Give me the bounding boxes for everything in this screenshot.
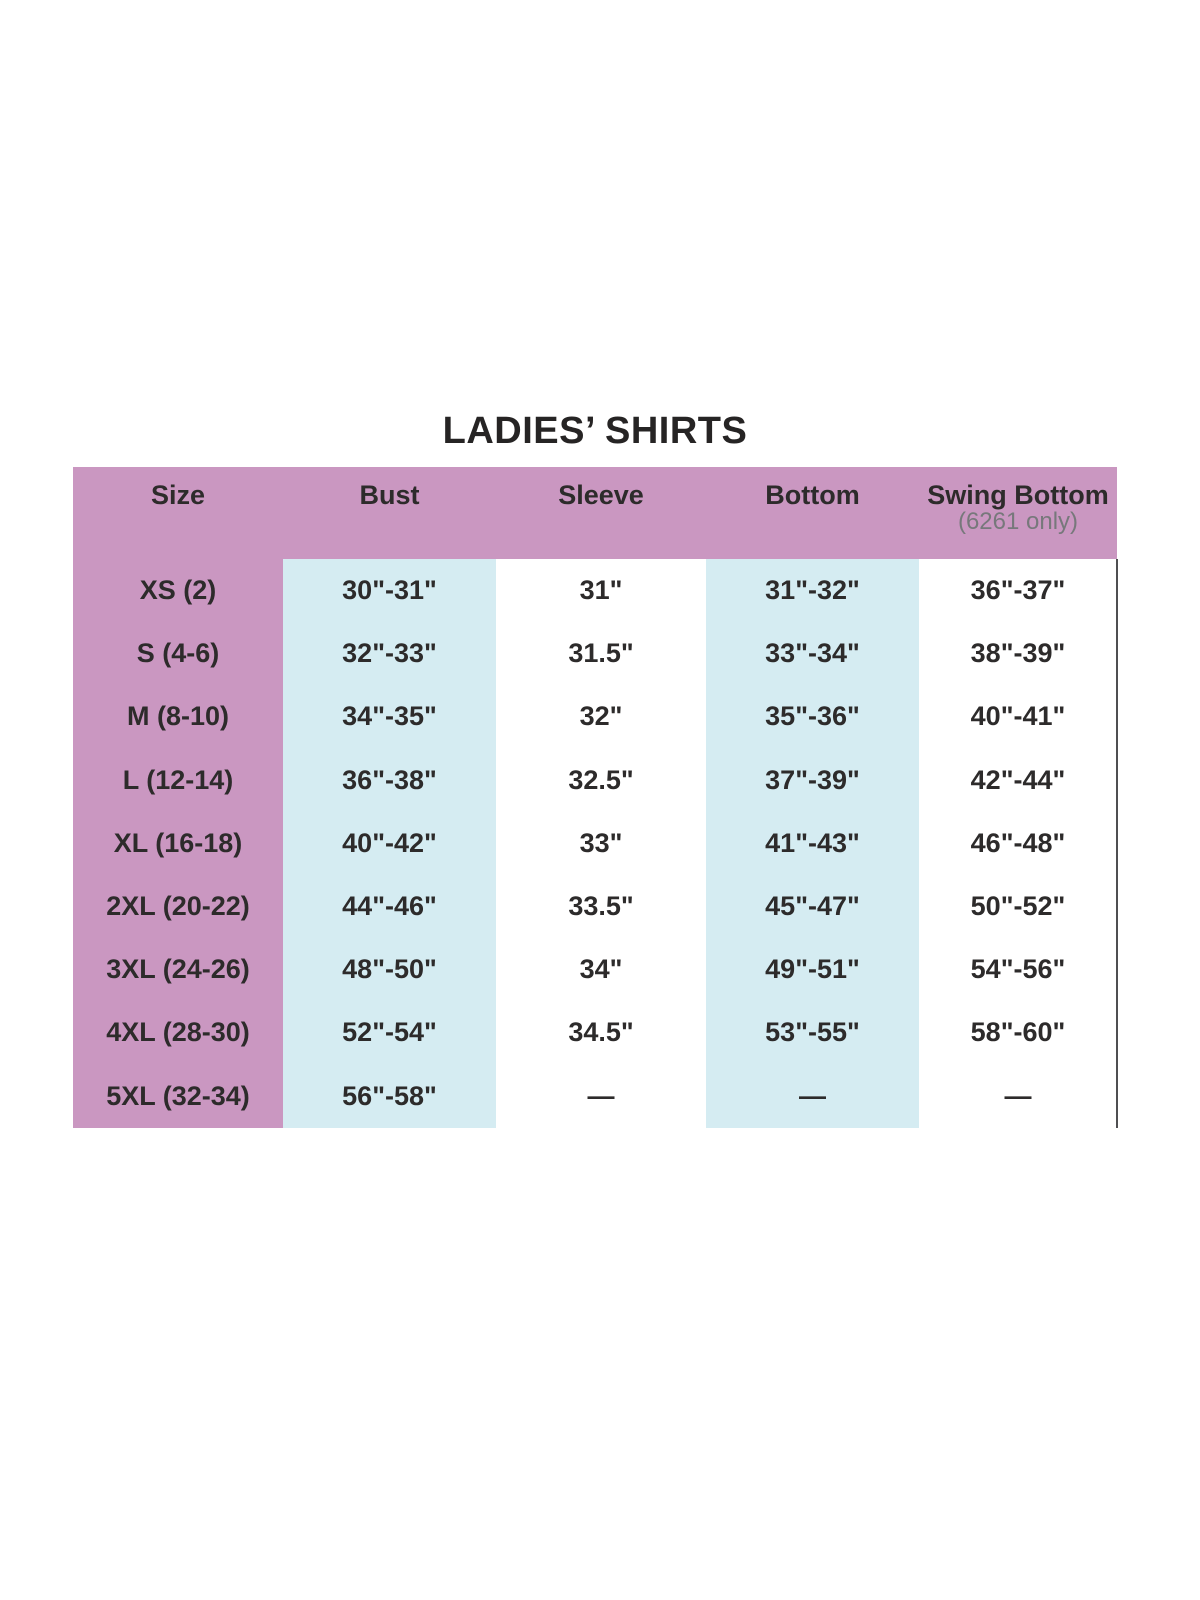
cell-bust: 40"-42" <box>283 811 496 875</box>
cell-bust: 52"-54" <box>283 1001 496 1065</box>
cell-bust: 56"-58" <box>283 1064 496 1128</box>
cell-size: L (12-14) <box>73 748 283 812</box>
table-row: 3XL (24-26) 48"-50" 34" 49"-51" 54"-56" <box>73 938 1117 1002</box>
cell-sleeve: 32" <box>496 685 706 749</box>
cell-sleeve: 31.5" <box>496 622 706 686</box>
cell-swing-bottom: 58"-60" <box>919 1001 1117 1065</box>
table-row: 2XL (20-22) 44"-46" 33.5" 45"-47" 50"-52" <box>73 874 1117 939</box>
column-header-label: Bust <box>359 480 420 510</box>
cell-size: 5XL (32-34) <box>73 1064 283 1128</box>
table-right-border <box>1116 559 1118 1128</box>
cell-bust: 30"-31" <box>283 559 496 623</box>
cell-bottom: 53"-55" <box>706 1001 919 1065</box>
column-header-label: Swing Bottom <box>927 480 1109 510</box>
column-header-label: Bottom <box>765 480 860 510</box>
column-header-label: Size <box>150 480 206 510</box>
column-header-sublabel: (6261 only) <box>957 508 1079 535</box>
cell-bust: 48"-50" <box>283 938 496 1002</box>
cell-size: 2XL (20-22) <box>73 874 283 939</box>
cell-sleeve: 33.5" <box>496 874 706 939</box>
cell-swing-bottom: 46"-48" <box>919 811 1117 875</box>
cell-bottom: 35"-36" <box>706 685 919 749</box>
cell-size: M (8-10) <box>73 685 283 749</box>
table-row: 5XL (32-34) 56"-58" — — — <box>73 1064 1117 1128</box>
cell-bottom: 31"-32" <box>706 559 919 623</box>
table-row: XS (2) 30"-31" 31" 31"-32" 36"-37" <box>73 559 1117 623</box>
cell-swing-bottom: 54"-56" <box>919 938 1117 1002</box>
cell-swing-bottom: 36"-37" <box>919 559 1117 623</box>
cell-bottom: — <box>706 1064 919 1128</box>
table-row: L (12-14) 36"-38" 32.5" 37"-39" 42"-44" <box>73 748 1117 812</box>
cell-bottom: 41"-43" <box>706 811 919 875</box>
cell-bottom: 37"-39" <box>706 748 919 812</box>
table-row: M (8-10) 34"-35" 32" 35"-36" 40"-41" <box>73 685 1117 749</box>
cell-swing-bottom: 38"-39" <box>919 622 1117 686</box>
cell-bust: 32"-33" <box>283 622 496 686</box>
cell-bottom: 49"-51" <box>706 938 919 1002</box>
cell-size: S (4-6) <box>73 622 283 686</box>
cell-sleeve: 33" <box>496 811 706 875</box>
column-header-bottom: Bottom <box>706 467 919 559</box>
column-header-sleeve: Sleeve <box>496 467 706 559</box>
cell-bust: 34"-35" <box>283 685 496 749</box>
table-row: 4XL (28-30) 52"-54" 34.5" 53"-55" 58"-60" <box>73 1001 1117 1065</box>
cell-sleeve: 34.5" <box>496 1001 706 1065</box>
size-chart-table: Size Bust Sleeve Bottom Swing Bottom (62… <box>73 467 1118 1128</box>
cell-swing-bottom: 40"-41" <box>919 685 1117 749</box>
cell-sleeve: 31" <box>496 559 706 623</box>
cell-bottom: 45"-47" <box>706 874 919 939</box>
page-title: LADIES’ SHIRTS <box>442 410 748 452</box>
cell-bottom: 33"-34" <box>706 622 919 686</box>
table-body: XS (2) 30"-31" 31" 31"-32" 36"-37" S (4-6) 32"… <box>73 559 1117 1128</box>
cell-size: 3XL (24-26) <box>73 938 283 1002</box>
cell-bust: 44"-46" <box>283 874 496 939</box>
column-header-size: Size <box>73 467 283 559</box>
cell-swing-bottom: 50"-52" <box>919 874 1117 939</box>
cell-sleeve: — <box>496 1064 706 1128</box>
cell-size: 4XL (28-30) <box>73 1001 283 1065</box>
cell-sleeve: 34" <box>496 938 706 1002</box>
column-header-bust: Bust <box>283 467 496 559</box>
table-row: S (4-6) 32"-33" 31.5" 33"-34" 38"-39" <box>73 622 1117 686</box>
cell-bust: 36"-38" <box>283 748 496 812</box>
table-row: XL (16-18) 40"-42" 33" 41"-43" 46"-48" <box>73 811 1117 875</box>
column-header-swing-bottom: Swing Bottom (6261 only) <box>919 467 1117 559</box>
cell-size: XL (16-18) <box>73 811 283 875</box>
cell-swing-bottom: — <box>919 1064 1117 1128</box>
cell-sleeve: 32.5" <box>496 748 706 812</box>
cell-swing-bottom: 42"-44" <box>919 748 1117 812</box>
cell-size: XS (2) <box>73 559 283 623</box>
table-header-row: Size Bust Sleeve Bottom Swing Bottom (62… <box>73 467 1117 559</box>
column-header-label: Sleeve <box>558 480 644 510</box>
